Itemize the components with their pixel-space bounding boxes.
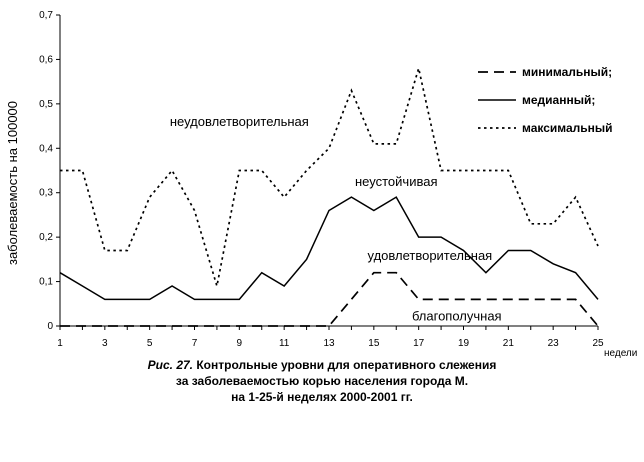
caption-line-2: за заболеваемостью корью населения город… xyxy=(175,374,469,388)
x-tick-label: 19 xyxy=(458,338,470,349)
x-tick-label: 7 xyxy=(192,338,198,349)
x-tick-label: 13 xyxy=(323,338,335,349)
x-tick-label: 21 xyxy=(503,338,515,349)
y-tick-label: 0 xyxy=(47,321,53,332)
legend-label-2: медианный; xyxy=(522,93,595,107)
series-line-2 xyxy=(59,196,599,301)
zone-label-3: удовлетворительная xyxy=(368,248,493,263)
y-tick-label: 0,1 xyxy=(39,277,53,288)
x-axis-label: недели xyxy=(604,348,637,359)
x-tick-label: 15 xyxy=(368,338,380,349)
zone-label-2: неустойчивая xyxy=(355,174,437,189)
y-tick-label: 0,4 xyxy=(39,143,53,154)
x-tick-label: 1 xyxy=(57,338,63,349)
caption-line-3: на 1-25-й неделях 2000-2001 гг. xyxy=(231,390,413,404)
caption-text-1: Контрольные уровни для оперативного слеж… xyxy=(196,358,497,372)
y-tick-label: 0,7 xyxy=(39,10,53,21)
legend-label-3: максимальный xyxy=(522,121,613,135)
x-tick-label: 3 xyxy=(102,338,108,349)
y-tick-label: 0,2 xyxy=(39,232,53,243)
zone-label-4: благополучная xyxy=(412,309,502,324)
x-tick-label: 5 xyxy=(147,338,153,349)
x-tick-label: 17 xyxy=(413,338,425,349)
x-tick-label: 9 xyxy=(237,338,243,349)
series-line-3 xyxy=(60,68,599,287)
x-tick-label: 23 xyxy=(548,338,560,349)
figure-caption: Рис. 27. Контрольные уровни для оператив… xyxy=(0,357,644,405)
figure-label: Рис. 27. xyxy=(147,358,193,372)
x-tick-label: 11 xyxy=(279,338,290,349)
y-tick-label: 0,3 xyxy=(39,188,53,199)
y-tick-label: 0,6 xyxy=(39,54,53,65)
y-axis-label: заболеваемость на 100000 xyxy=(5,101,20,265)
caption-line-1: Рис. 27. Контрольные уровни для оператив… xyxy=(0,357,644,373)
legend-label-1: минимальный; xyxy=(522,65,612,79)
series-line-1 xyxy=(60,271,599,327)
y-tick-label: 0,5 xyxy=(39,99,53,110)
zone-label-1: неудовлетворительная xyxy=(170,114,309,129)
x-tick-label: 25 xyxy=(592,338,604,349)
